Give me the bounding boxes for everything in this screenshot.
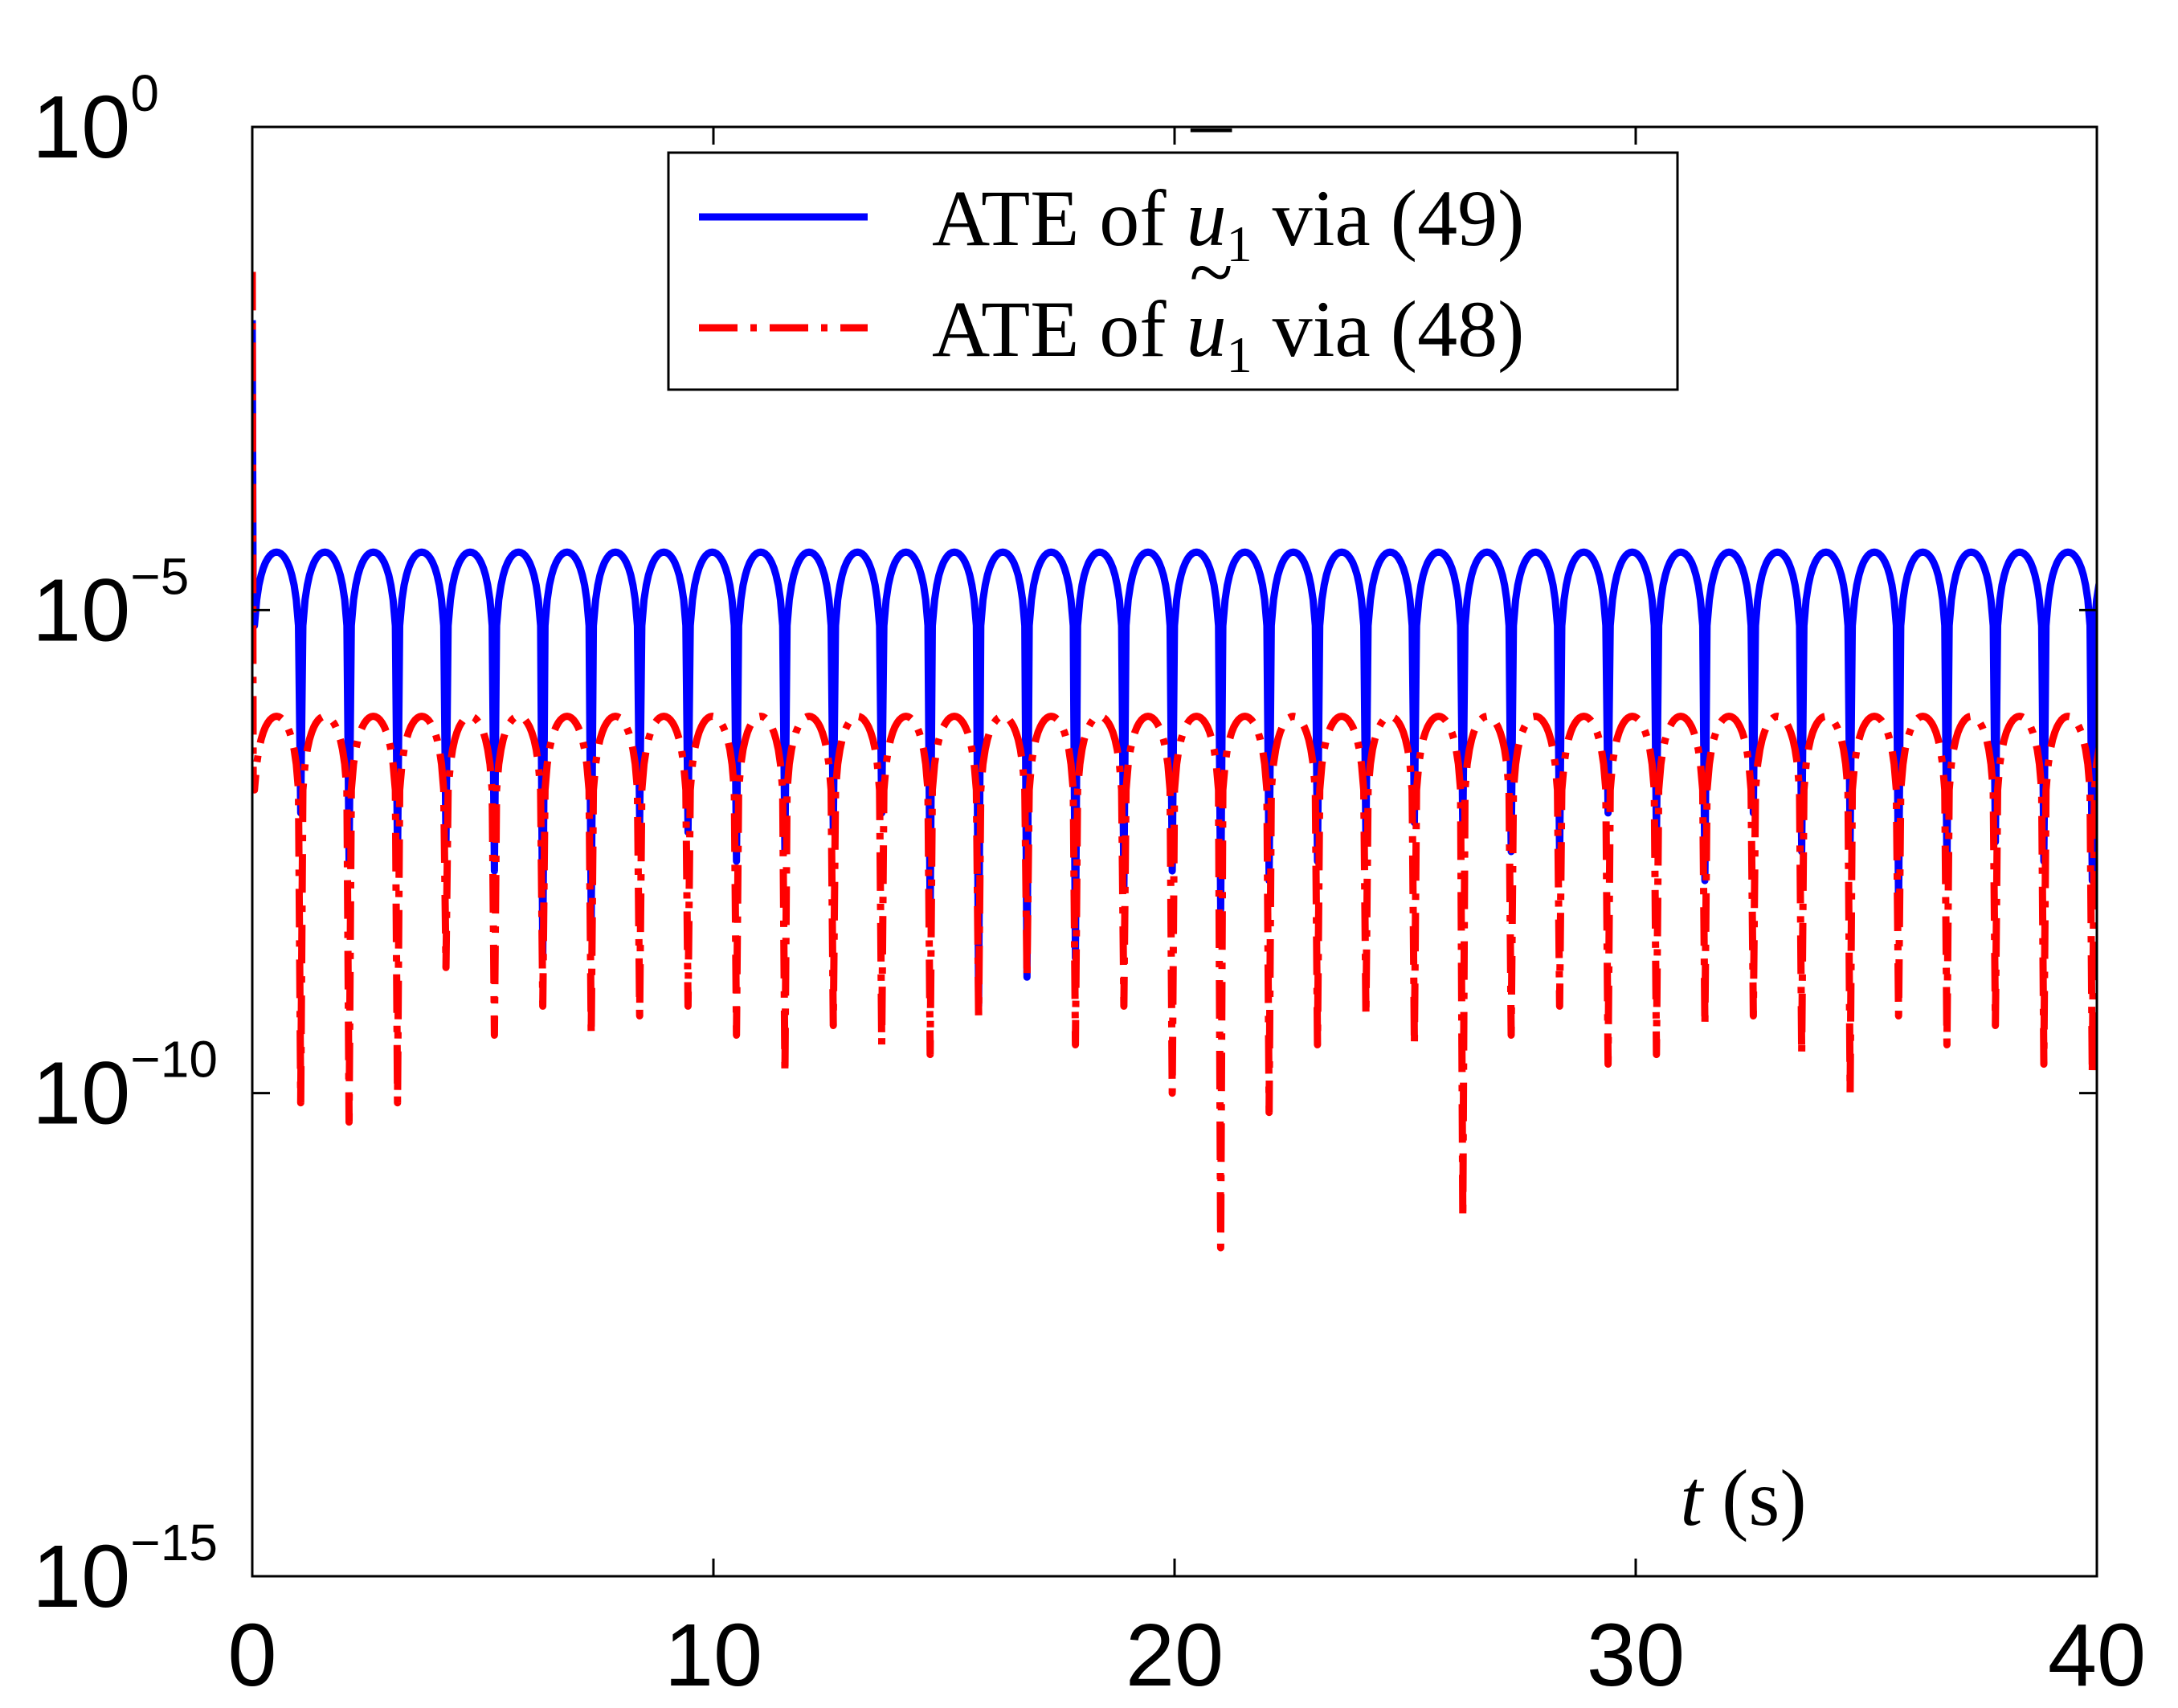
x-axis-label: t (s) [1680, 1453, 1806, 1543]
y-tick-label-exp-3: −15 [130, 1514, 218, 1571]
legend-entry-2-accent: ~ [1190, 227, 1233, 317]
series-1-line [252, 320, 2097, 1010]
legend-entry-1-var: u [1187, 174, 1227, 263]
legend-entry-2-var: u [1187, 284, 1227, 374]
y-tick-label-base-0: 10 [32, 78, 130, 177]
x-tick-label-3: 30 [1587, 1606, 1685, 1704]
y-tick-label-base-3: 10 [32, 1527, 130, 1626]
legend-entry-1: ATE of u1 via (49) [932, 174, 1524, 272]
legend-box [667, 151, 1679, 391]
legend-entry-1-sub: 1 [1227, 215, 1252, 272]
y-tick-label-base-2: 10 [32, 1044, 130, 1143]
legend: ATE of u1 via (49) ¯ ATE of u1 via (48) … [667, 117, 1679, 391]
x-tick-label-1: 10 [664, 1606, 762, 1704]
legend-entry-2: ATE of u1 via (48) [932, 284, 1524, 383]
legend-entry-2-prefix: ATE of [932, 284, 1187, 374]
legend-entry-1-accent: ¯ [1191, 117, 1232, 206]
y-tick-label-exp-0: 0 [130, 64, 159, 122]
x-axis-label-unit: (s) [1722, 1453, 1807, 1543]
x-tick-label-2: 20 [1126, 1606, 1224, 1704]
x-axis-label-var: t [1680, 1453, 1704, 1543]
legend-entry-1-suffix: via (49) [1252, 174, 1525, 263]
y-tick-label-exp-1: −5 [130, 547, 189, 605]
x-tick-label-4: 40 [2048, 1606, 2146, 1704]
y-tick-label-0: 100 [32, 64, 159, 177]
y-tick-label-3: 10−15 [32, 1514, 218, 1626]
y-tick-label-exp-2: −10 [130, 1031, 218, 1089]
series-2-line [252, 272, 2097, 1252]
y-tick-label-1: 10−5 [32, 547, 189, 660]
series-layer [252, 272, 2097, 1252]
x-tick-label-0: 0 [227, 1606, 276, 1704]
legend-entry-2-suffix: via (48) [1252, 284, 1525, 374]
legend-entry-2-sub: 1 [1227, 326, 1252, 383]
y-tick-label-2: 10−10 [32, 1031, 218, 1143]
legend-entry-1-prefix: ATE of [932, 174, 1187, 263]
y-tick-label-base-1: 10 [32, 561, 130, 660]
